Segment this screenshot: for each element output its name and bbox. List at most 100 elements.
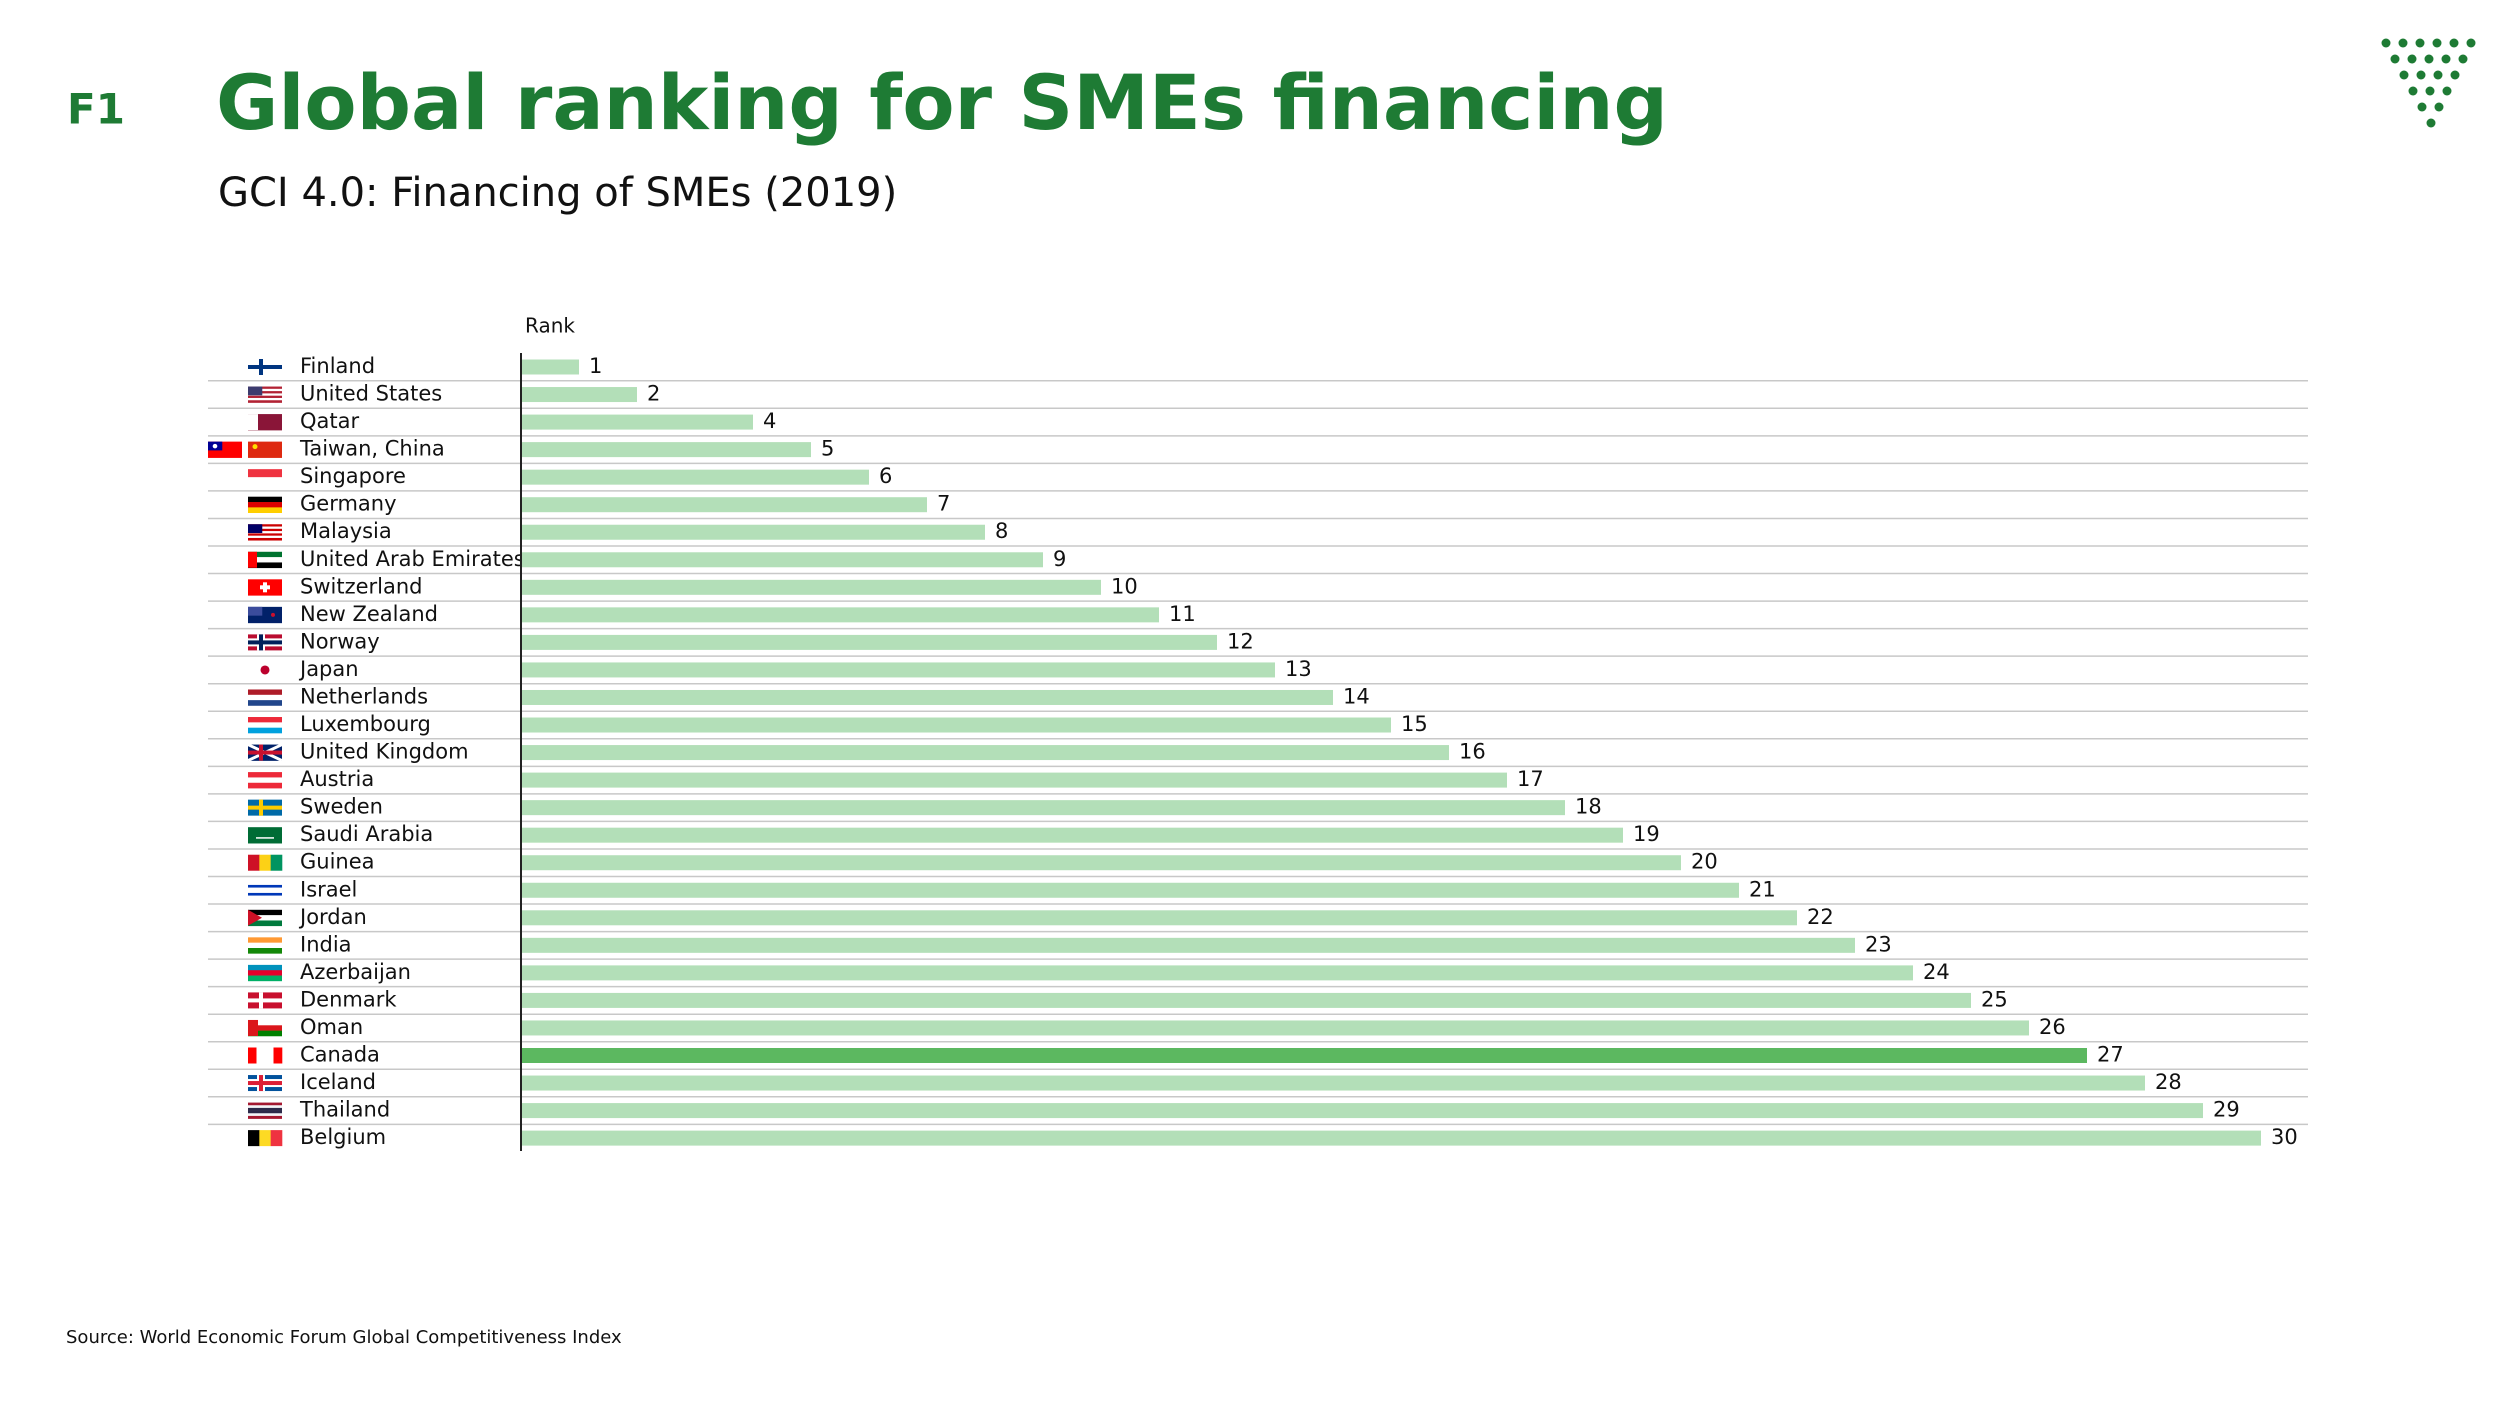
- flag-part: [248, 700, 282, 706]
- flag: [248, 606, 282, 624]
- flag-part: [270, 854, 283, 871]
- flag-part: [248, 551, 257, 568]
- value-label: 29: [2213, 1098, 2240, 1122]
- value-label: 26: [2039, 1015, 2066, 1039]
- flag-part: [248, 890, 282, 894]
- bar: [521, 359, 579, 375]
- logo-dot: [2458, 54, 2468, 64]
- category-label: Singapore: [300, 464, 406, 488]
- flag-part: [248, 909, 262, 926]
- bar: [521, 524, 985, 540]
- flag: [248, 909, 282, 927]
- category-label: Jordan: [298, 905, 367, 929]
- value-label: 1: [589, 354, 602, 378]
- flag-part: [248, 884, 282, 888]
- bar: [521, 442, 811, 458]
- chart-title: GCI 4.0: Financing of SMEs (2019): [218, 170, 897, 216]
- flag-part: [248, 1081, 282, 1086]
- flag-part: [248, 557, 282, 563]
- flag: [248, 661, 282, 679]
- category-label: Norway: [300, 629, 380, 653]
- flag-part: [248, 1025, 282, 1031]
- flag-part: [248, 1019, 258, 1036]
- value-label: 25: [1981, 987, 2008, 1011]
- flag-part: [248, 535, 282, 539]
- flag-part: [248, 920, 282, 927]
- flag: [248, 551, 282, 569]
- flag: [248, 799, 282, 816]
- flag-part: [248, 689, 282, 696]
- flag: [248, 827, 282, 844]
- value-label: 23: [1865, 932, 1892, 956]
- value-label: 10: [1111, 574, 1138, 598]
- flag-part: [248, 805, 282, 810]
- flag-part: [248, 1030, 282, 1037]
- flag: [248, 772, 282, 789]
- bar: [521, 992, 1971, 1008]
- flag-part: [248, 827, 282, 844]
- flag-part: [248, 942, 282, 949]
- flag-part: [248, 533, 282, 536]
- logo-dot: [2450, 70, 2460, 80]
- flag: [248, 854, 283, 871]
- flag-part: [248, 895, 282, 899]
- value-label: 2: [647, 382, 660, 406]
- logo-dot: [2381, 38, 2391, 48]
- bar: [521, 607, 1159, 623]
- flag: [248, 359, 282, 375]
- bar: [521, 910, 1797, 926]
- logo-dot: [2407, 54, 2417, 64]
- flag: [248, 992, 282, 1009]
- value-label: 15: [1401, 712, 1428, 736]
- flag-part: [248, 854, 260, 871]
- bar: [521, 827, 1623, 843]
- flag-part: [248, 750, 282, 755]
- bar: [521, 745, 1449, 761]
- flag-part: [248, 393, 282, 396]
- logo-dot: [2416, 70, 2426, 80]
- value-label: 6: [879, 464, 892, 488]
- bar: [521, 634, 1217, 650]
- flag-part: [248, 975, 282, 982]
- value-label: 24: [1923, 960, 1950, 984]
- logo-dot: [2415, 38, 2425, 48]
- bar: [521, 855, 1681, 871]
- flag: [248, 469, 282, 486]
- flag-part: [248, 909, 282, 916]
- bar: [521, 662, 1275, 678]
- logo-dot: [2417, 102, 2427, 112]
- category-label: Switzerland: [300, 574, 423, 598]
- logo-dot: [2442, 86, 2452, 96]
- flag-part: [248, 970, 282, 976]
- category-label: Denmark: [300, 987, 397, 1011]
- flag: [248, 496, 282, 513]
- logo-dot: [2390, 54, 2400, 64]
- logo-dot: [2399, 70, 2409, 80]
- bar: [521, 1103, 2203, 1119]
- source-note: Source: World Economic Forum Global Comp…: [66, 1327, 622, 1348]
- bar: [521, 1048, 2087, 1063]
- category-label: Qatar: [300, 409, 360, 433]
- logo-dot: [2424, 54, 2434, 64]
- category-label: New Zealand: [300, 602, 438, 626]
- flag-part: [248, 551, 282, 558]
- flag-part: [248, 400, 282, 403]
- logo-dot: [2398, 38, 2408, 48]
- flag-part: [248, 777, 282, 784]
- value-label: 18: [1575, 795, 1602, 819]
- flag: [248, 1102, 282, 1119]
- value-label: 14: [1343, 684, 1370, 708]
- logo-dot: [2433, 70, 2443, 80]
- value-label: 22: [1807, 905, 1834, 929]
- flag-part: [248, 531, 282, 534]
- value-label: 19: [1633, 822, 1660, 846]
- flag-part: [248, 727, 282, 734]
- bar: [521, 579, 1101, 595]
- bar: [521, 387, 637, 403]
- flag-part: [248, 772, 282, 778]
- flag-part: [248, 507, 282, 513]
- flag-part: [248, 782, 282, 789]
- flag-part: [248, 1102, 282, 1106]
- flag-part: [248, 469, 282, 478]
- flag-part: [248, 722, 282, 728]
